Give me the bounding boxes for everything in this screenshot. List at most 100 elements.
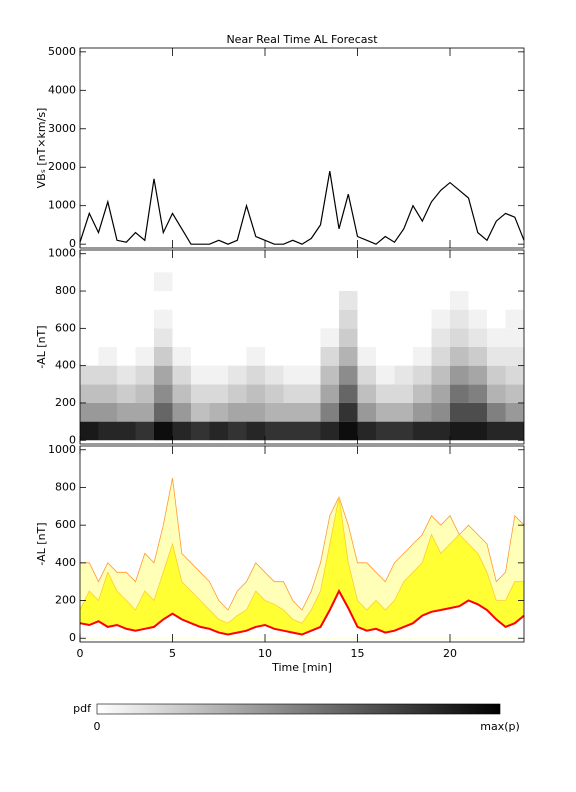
heat-cell bbox=[450, 402, 469, 422]
heat-cell bbox=[339, 365, 358, 385]
colorbar-min: 0 bbox=[94, 720, 101, 733]
y-tick-label: 4000 bbox=[48, 83, 76, 96]
heat-cell bbox=[191, 421, 210, 441]
heat-cell bbox=[98, 384, 117, 403]
heat-cell bbox=[431, 402, 450, 422]
heat-cell bbox=[468, 347, 487, 366]
y-tick-label: 200 bbox=[55, 396, 76, 409]
heat-cell bbox=[357, 402, 376, 422]
heat-cell bbox=[468, 384, 487, 403]
heat-cell bbox=[117, 402, 136, 422]
heat-cell bbox=[431, 365, 450, 385]
heat-cell bbox=[376, 384, 395, 403]
heat-cell bbox=[302, 384, 321, 403]
x-tick-label: 15 bbox=[351, 647, 365, 660]
heat-cell bbox=[283, 384, 302, 403]
heat-cell bbox=[154, 384, 173, 403]
heat-cell bbox=[468, 309, 487, 329]
heat-cell bbox=[135, 347, 154, 366]
heat-cell bbox=[117, 421, 136, 441]
heat-cell bbox=[505, 384, 524, 403]
heat-cell bbox=[246, 384, 265, 403]
y-tick-label: 0 bbox=[69, 433, 76, 446]
heat-cell bbox=[487, 384, 506, 403]
heat-cell bbox=[339, 309, 358, 329]
heat-cell bbox=[98, 365, 117, 385]
heat-cell bbox=[487, 421, 506, 441]
x-tick-label: 10 bbox=[258, 647, 272, 660]
heat-cell bbox=[320, 328, 339, 347]
heat-cell bbox=[394, 402, 413, 422]
heat-cell bbox=[320, 365, 339, 385]
y-tick-label: 3000 bbox=[48, 122, 76, 135]
colorbar bbox=[96, 703, 501, 715]
heat-cell bbox=[357, 365, 376, 385]
heat-cell bbox=[135, 402, 154, 422]
heat-cell bbox=[376, 365, 395, 385]
heat-cell bbox=[283, 421, 302, 441]
heat-cell bbox=[505, 402, 524, 422]
heat-cell bbox=[117, 384, 136, 403]
heat-cell bbox=[283, 402, 302, 422]
heat-cell bbox=[320, 347, 339, 366]
y-tick-label: 1000 bbox=[48, 443, 76, 456]
heat-cell bbox=[505, 421, 524, 441]
heat-cell bbox=[450, 309, 469, 329]
heat-cell bbox=[468, 365, 487, 385]
heat-cell bbox=[394, 365, 413, 385]
heat-cell bbox=[265, 421, 284, 441]
colorbar-max: max(p) bbox=[480, 720, 520, 733]
heat-cell bbox=[172, 402, 191, 422]
y-tick-label: 800 bbox=[55, 284, 76, 297]
heat-cell bbox=[154, 309, 173, 329]
heat-cell bbox=[265, 365, 284, 385]
heat-cell bbox=[339, 402, 358, 422]
heat-cell bbox=[413, 421, 432, 441]
heat-cell bbox=[172, 365, 191, 385]
heat-cell bbox=[320, 421, 339, 441]
plot-frame bbox=[79, 47, 525, 249]
area-edge bbox=[79, 588, 525, 636]
heat-cell bbox=[505, 328, 524, 347]
heat-cell bbox=[357, 384, 376, 403]
heat-cell bbox=[80, 421, 99, 441]
heat-cell bbox=[468, 421, 487, 441]
heat-cell bbox=[450, 328, 469, 347]
heat-cell bbox=[394, 421, 413, 441]
heat-cell bbox=[468, 328, 487, 347]
heat-cell bbox=[450, 365, 469, 385]
heat-cell bbox=[357, 421, 376, 441]
heat-cell bbox=[339, 384, 358, 403]
x-tick-label: 0 bbox=[77, 647, 84, 660]
heat-cell bbox=[431, 328, 450, 347]
heat-cell bbox=[172, 384, 191, 403]
heat-cell bbox=[246, 421, 265, 441]
heat-cell bbox=[487, 402, 506, 422]
heat-cell bbox=[357, 347, 376, 366]
y-tick-label: 600 bbox=[55, 321, 76, 334]
heat-cell bbox=[246, 402, 265, 422]
heat-cell bbox=[154, 272, 173, 292]
heat-cell bbox=[191, 384, 210, 403]
heat-cell bbox=[98, 421, 117, 441]
heat-cell bbox=[117, 365, 136, 385]
area-edge bbox=[80, 477, 525, 611]
heat-cell bbox=[228, 384, 247, 403]
area-edge bbox=[79, 496, 524, 624]
heat-cell bbox=[450, 291, 469, 310]
heat-cell bbox=[209, 402, 228, 422]
heat-cell bbox=[209, 384, 228, 403]
heat-cell bbox=[339, 421, 358, 441]
heat-cell bbox=[339, 347, 358, 366]
heat-cell bbox=[209, 421, 228, 441]
heat-cell bbox=[154, 347, 173, 366]
heat-cell bbox=[265, 402, 284, 422]
y-tick-label: 400 bbox=[55, 359, 76, 372]
heat-cell bbox=[505, 347, 524, 366]
heat-cell bbox=[302, 365, 321, 385]
heat-cell bbox=[154, 421, 173, 441]
heat-cell bbox=[135, 421, 154, 441]
y-tick-label: 800 bbox=[55, 480, 76, 493]
chart-title: Near Real Time AL Forecast bbox=[226, 33, 378, 46]
